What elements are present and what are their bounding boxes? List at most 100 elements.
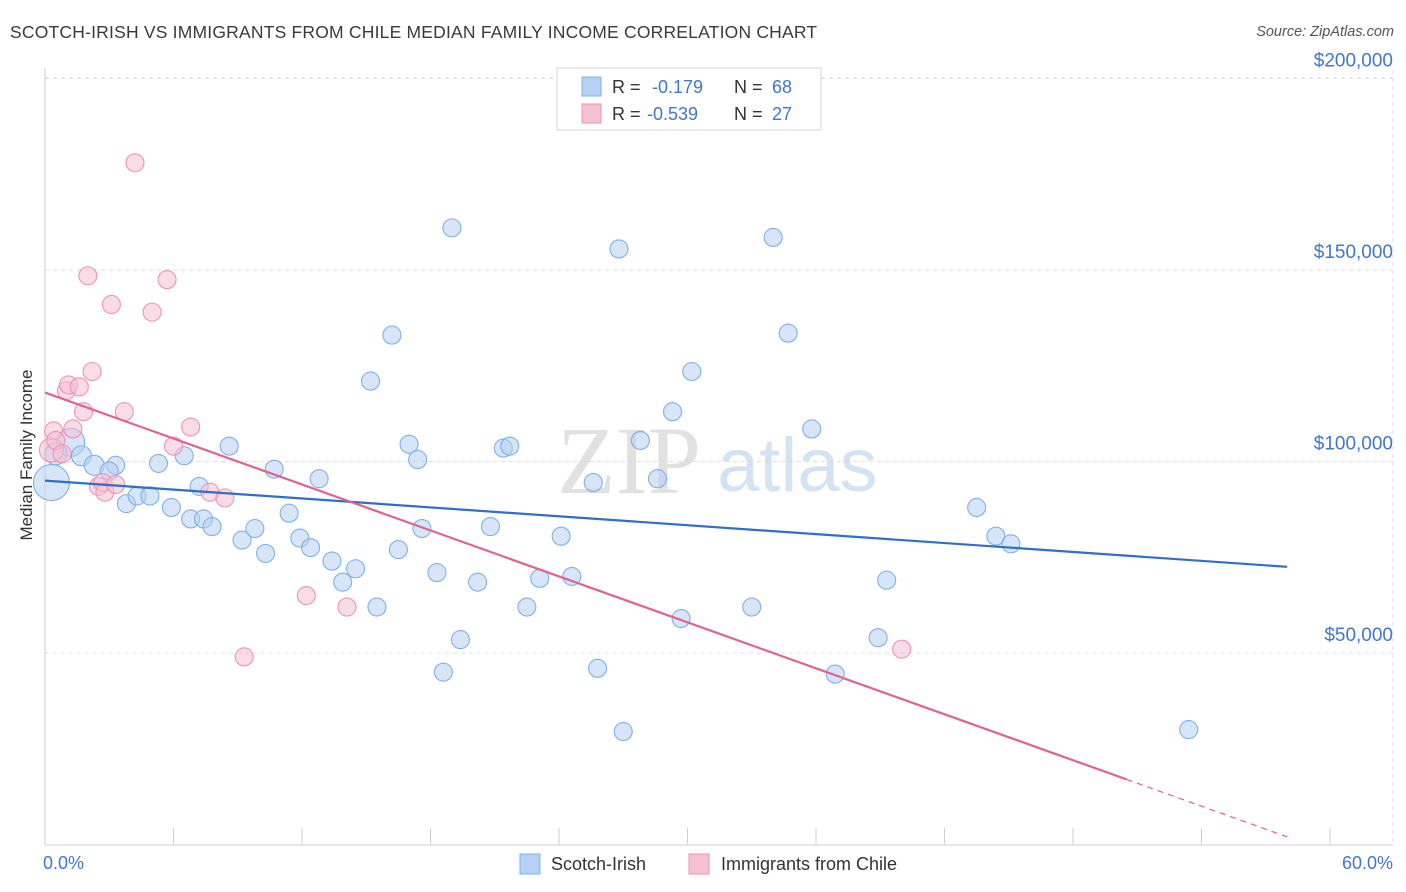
scotch-irish-point-22 [279,503,299,523]
watermark-atlas: atlas [717,423,878,508]
series-legend-label-pink: Immigrants from Chile [721,854,897,874]
scotch-irish-point-37 [433,662,453,682]
chile-point-9 [78,266,98,286]
scotch-irish-point-64 [967,497,987,518]
chile-point-7 [69,377,89,397]
scotch-irish-point-55 [671,608,691,629]
stats-n-label-1: N = [734,77,763,97]
scotch-irish-point-51 [613,721,633,742]
stats-n-label-2: N = [734,104,763,124]
trend-line-chile [44,391,1127,781]
series-legend-label-blue: Scotch-Irish [551,854,646,874]
scotch-irish-point-26 [322,551,342,571]
chart-title: SCOTCH-IRISH VS IMMIGRANTS FROM CHILE ME… [10,22,818,42]
scotch-irish-point-38 [442,218,462,238]
chile-point-26 [337,597,357,617]
chile-point-17 [125,153,145,173]
trend-line-chile-extension [1126,778,1288,838]
scotch-irish-point-16 [202,517,222,537]
chile-point-24 [234,647,254,667]
scotch-irish-point-17 [219,436,239,456]
watermark: ZIP atlas [557,407,878,514]
stats-legend-swatch-pink [581,103,602,124]
scotch-irish-point-47 [562,566,582,586]
scotch-irish-point-9 [140,486,160,506]
stats-r-value-1: -0.179 [652,77,703,97]
stats-r-label-2: R = [612,104,641,124]
chile-point-23 [215,488,235,508]
series-legend-swatch-blue [519,853,541,875]
scotch-irish-point-32 [388,540,408,560]
scotch-irish-point-40 [468,572,488,592]
series-legend-swatch-pink [688,853,710,875]
scotch-irish-point-29 [360,371,381,391]
y-axis-label: Median Family Income [17,369,36,540]
chile-point-14 [101,294,121,315]
scotch-irish-point-59 [778,323,798,343]
chile-point-25 [296,585,316,606]
scotch-irish-point-24 [301,538,321,558]
scotch-irish-point-35 [408,450,428,470]
scotch-irish-point-41 [480,517,501,537]
trend-line-scotch-irish [44,479,1288,568]
scotch-irish-point-43 [500,436,520,456]
scotch-irish-point-67 [1179,720,1199,740]
scotch-irish-point-53 [647,469,668,489]
stats-legend: R = -0.179 N = 68 R = -0.539 N = 27 [556,67,822,131]
scotch-irish-point-39 [450,630,471,650]
tick-labels: $50,000 $100,000 $150,000 $200,000 0.0% 60.0% [43,51,1393,874]
series-legend: Scotch-Irish Immigrants from Chile [519,853,897,875]
stats-n-value-2: 27 [772,104,792,124]
x-tick-label-start: 0.0% [43,853,84,873]
scotch-irish-point-52 [630,430,650,450]
stats-r-label-1: R = [612,77,641,97]
stats-legend-swatch-blue [581,76,602,97]
chile-point-21 [181,417,201,437]
scotch-irish-point-27 [333,572,353,592]
scotch-irish-point-31 [382,325,402,345]
y-tick-label-3: $200,000 [1314,51,1393,72]
scotch-irish-point-44 [517,597,537,617]
scotch-irish-point-25 [309,469,329,489]
stats-r-value-2: -0.539 [647,104,698,124]
scotch-irish-point-66 [1001,534,1021,554]
scotch-irish-point-30 [367,597,387,617]
scotch-irish-point-58 [763,227,783,247]
watermark-zip: ZIP [557,407,701,514]
scotch-irish-point-19 [245,518,265,539]
scotch-irish-point-10 [148,453,169,473]
scotch-irish-point-48 [583,473,603,493]
scotch-irish-point-56 [682,361,702,382]
scotch-irish-point-49 [587,658,608,678]
chile-point-20 [163,436,184,456]
chile-point-10 [82,361,102,382]
scotch-irish-point-60 [802,419,822,439]
series-chile-points [38,153,912,667]
scotch-irish-point-62 [868,628,888,648]
scotch-irish-point-65 [986,526,1006,546]
chile-point-19 [157,270,177,290]
scotch-irish-point-54 [662,402,683,422]
scotch-irish-point-36 [427,563,447,583]
scotch-irish-point-33 [399,434,419,454]
stats-n-value-1: 68 [772,77,792,97]
scotch-irish-point-50 [609,239,629,259]
chile-point-3 [52,444,72,464]
source-label: Source: ZipAtlas.com [1256,24,1394,40]
y-tick-label-2: $150,000 [1314,242,1393,263]
trend-lines [44,391,1288,838]
scotch-irish-point-57 [742,597,762,617]
chile-point-6 [63,419,83,439]
scotch-irish-point-63 [877,570,897,590]
scotch-irish-point-20 [256,543,276,563]
y-tick-label-1: $100,000 [1314,434,1393,455]
chile-point-27 [892,639,912,659]
chile-point-18 [142,302,162,322]
scotch-irish-point-46 [551,526,571,546]
x-tick-label-end: 60.0% [1342,853,1393,873]
y-tick-label-0: $50,000 [1324,625,1393,646]
scotch-irish-point-28 [345,559,366,579]
scotch-irish-point-11 [161,497,181,518]
scotch-irish-point-18 [232,530,252,550]
